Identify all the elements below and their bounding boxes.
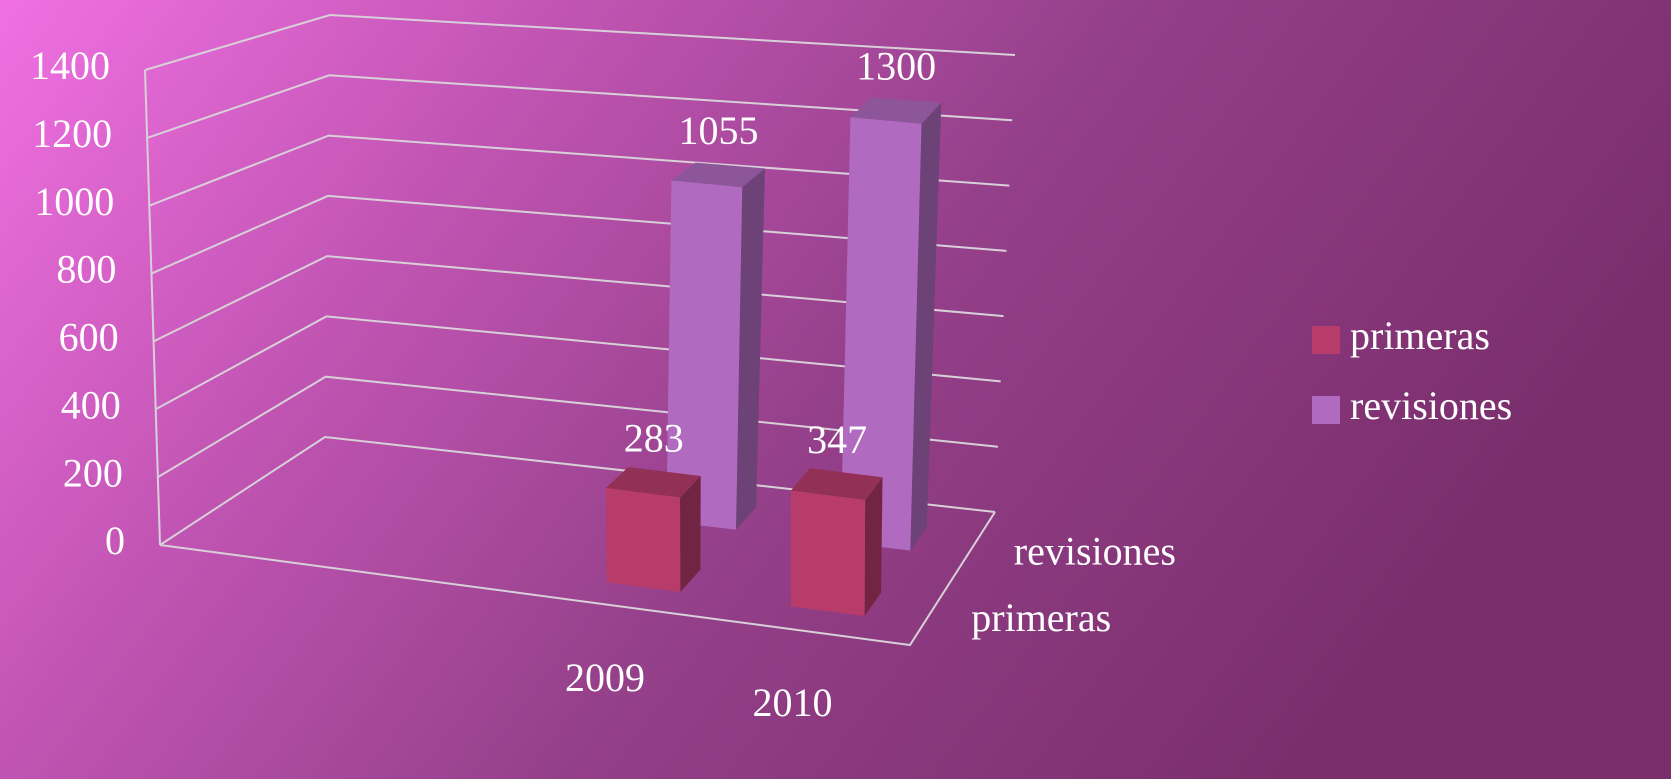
bar xyxy=(605,467,701,592)
bar-top xyxy=(671,162,765,188)
bar-side xyxy=(680,476,701,592)
bar xyxy=(666,162,765,530)
legend-swatch xyxy=(1312,396,1340,424)
y-axis xyxy=(144,69,161,546)
y-tick-label: 200 xyxy=(63,450,123,495)
grid-line xyxy=(159,435,996,546)
bar-top xyxy=(605,467,701,498)
x-tick-label: 2010 xyxy=(753,680,833,725)
bar-top xyxy=(791,468,883,501)
bar-top xyxy=(850,97,942,124)
bar-front xyxy=(666,180,743,530)
y-tick-label: 1400 xyxy=(30,43,110,88)
value-label: 283 xyxy=(624,415,684,460)
bar-side xyxy=(910,102,942,551)
x-tick-label: 2009 xyxy=(565,655,645,700)
value-label: 1300 xyxy=(856,44,936,89)
grid-line xyxy=(146,74,1013,139)
y-tick-label: 1200 xyxy=(32,111,112,156)
grid-line xyxy=(148,134,1010,207)
depth-label: revisiones xyxy=(1014,528,1176,573)
grid-line xyxy=(157,375,999,478)
grid-line xyxy=(150,194,1007,275)
grid-line xyxy=(153,255,1004,343)
floor-edge xyxy=(159,511,996,647)
bar-front xyxy=(790,490,866,616)
legend-swatch xyxy=(1312,326,1340,354)
grid-line xyxy=(144,13,1016,71)
y-tick-label: 1000 xyxy=(34,179,114,224)
y-tick-label: 800 xyxy=(56,247,116,292)
bar-front xyxy=(840,117,922,551)
bar-side xyxy=(736,168,765,530)
grid-line xyxy=(155,315,1001,411)
bar xyxy=(840,97,942,551)
y-tick-label: 600 xyxy=(59,315,119,360)
y-tick-label: 0 xyxy=(105,518,125,563)
depth-label: primeras xyxy=(971,595,1111,640)
legend-label: revisiones xyxy=(1350,383,1512,428)
value-label: 1055 xyxy=(679,108,759,153)
bar-front xyxy=(605,488,681,592)
y-tick-label: 400 xyxy=(61,382,121,427)
bar xyxy=(790,468,883,616)
value-label: 347 xyxy=(807,417,867,462)
legend-label: primeras xyxy=(1350,313,1490,358)
bar-side xyxy=(864,477,883,616)
